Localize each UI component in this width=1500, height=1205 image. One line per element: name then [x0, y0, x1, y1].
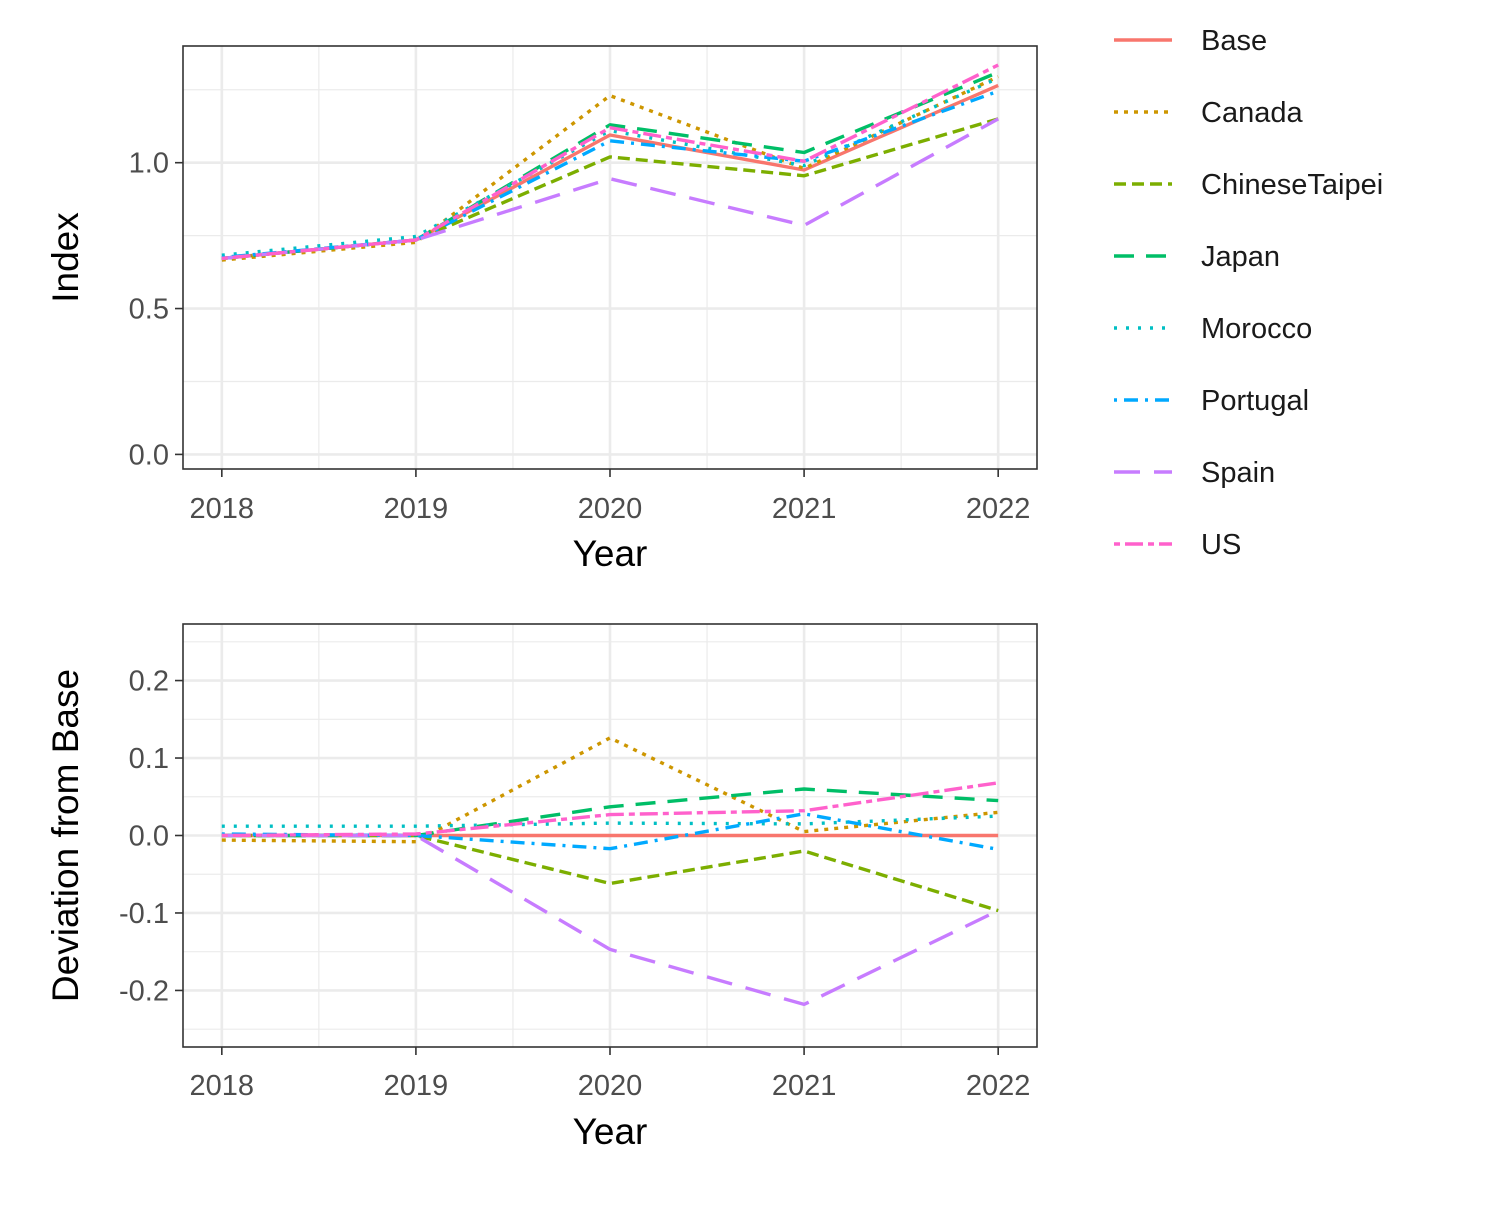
x-axis-title: Year [573, 533, 648, 574]
legend-label: Base [1201, 25, 1267, 57]
legend-label: Morocco [1201, 313, 1312, 345]
x-tick-label: 2019 [384, 1070, 449, 1102]
y-tick-label: 0.2 [129, 666, 169, 698]
legend-label: Japan [1201, 241, 1280, 273]
legend-item-canada: Canada [1114, 97, 1303, 129]
series-line-us [221, 781, 999, 838]
legend-label: US [1201, 529, 1241, 561]
y-axis-title: Index [45, 212, 86, 303]
legend-item-base: Base [1114, 25, 1267, 57]
series-lines [221, 736, 999, 1007]
x-tick-label: 2018 [190, 493, 255, 525]
x-tick-label: 2021 [772, 493, 837, 525]
legend-item-spain: Spain [1114, 457, 1275, 489]
legend-label: ChineseTaipei [1201, 169, 1383, 201]
x-tick-label: 2020 [578, 493, 643, 525]
series-line-morocco [221, 76, 999, 257]
y-tick-label: -0.2 [119, 975, 169, 1007]
legend-item-us: US [1114, 529, 1241, 561]
legend: Base Canada ChineseTaipei Japan Morocco Portu… [1114, 25, 1383, 561]
x-tick-label: 2018 [190, 1070, 255, 1102]
chart-panel-2: -0.2 -0.1 0.0 0.1 0.2 2018 2019 2020 2021 2022 Yea… [45, 623, 1038, 1152]
x-tick-label: 2020 [578, 1070, 643, 1102]
chart-panel-1: 0.0 0.5 1.0 2018 2019 2020 2021 2022 Year Index [45, 45, 1038, 574]
legend-item-morocco: Morocco [1114, 313, 1312, 345]
x-tick-label: 2021 [772, 1070, 837, 1102]
legend-item-japan: Japan [1114, 241, 1280, 273]
y-axis-title: Deviation from Base [45, 669, 86, 1002]
y-tick-label: 0.0 [129, 439, 169, 471]
legend-label: Canada [1201, 97, 1303, 129]
legend-label: Spain [1201, 457, 1275, 489]
x-tick-label: 2022 [966, 1070, 1031, 1102]
y-tick-label: -0.1 [119, 898, 169, 930]
y-tick-label: 0.5 [129, 294, 169, 326]
legend-item-portugal: Portugal [1114, 385, 1309, 417]
x-tick-label: 2022 [966, 493, 1031, 525]
y-tick-label: 0.1 [129, 743, 169, 775]
series-line-us [221, 63, 999, 261]
x-axis-title: Year [573, 1111, 648, 1152]
x-tick-label: 2019 [384, 493, 449, 525]
y-tick-label: 1.0 [129, 148, 169, 180]
y-tick-label: 0.0 [129, 821, 169, 853]
legend-label: Portugal [1201, 385, 1309, 417]
series-lines [221, 63, 1000, 262]
legend-item-chinesetaipei: ChineseTaipei [1114, 169, 1383, 201]
series-line-portugal [221, 812, 999, 852]
